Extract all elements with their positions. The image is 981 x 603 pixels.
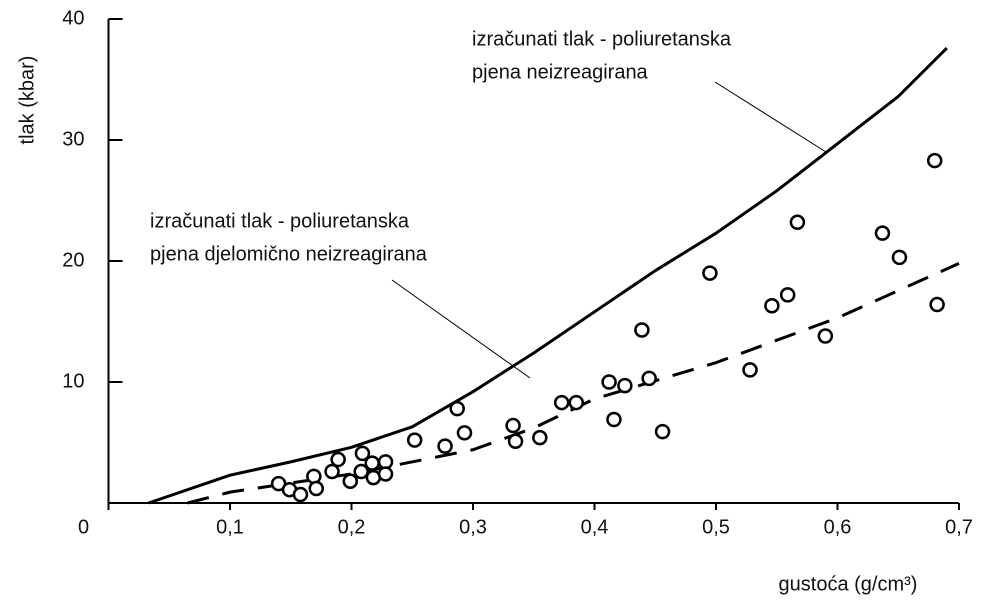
leader-line <box>714 81 827 153</box>
data-point <box>532 429 548 446</box>
solid-curve <box>148 46 948 505</box>
data-point <box>891 249 908 266</box>
data-point <box>742 362 758 378</box>
y-tick-label: 20 <box>62 249 84 271</box>
x-tick-label: 0 <box>78 516 89 538</box>
data-point <box>354 445 371 462</box>
data-point <box>641 370 657 387</box>
data-point <box>789 214 806 231</box>
data-point <box>779 287 796 303</box>
data-point <box>874 225 891 241</box>
data-point <box>702 265 718 281</box>
data-point <box>505 417 521 434</box>
data-point <box>330 451 346 468</box>
y-tick-label: 10 <box>62 370 84 392</box>
annotation: izračunati tlak - poliuretanska <box>472 28 732 50</box>
leader-line <box>391 279 531 379</box>
x-tick-label: 0,3 <box>459 516 487 538</box>
data-point <box>292 486 309 503</box>
dashed-curve <box>187 262 960 505</box>
x-tick-label: 0,1 <box>216 516 244 538</box>
data-point <box>654 423 671 440</box>
annotation: pjena djelomično neizreagirana <box>150 243 428 265</box>
x-tick-label: 0,6 <box>824 516 852 538</box>
data-point <box>377 466 394 482</box>
data-point <box>456 425 473 441</box>
annotation: izračunati tlak - poliuretanska <box>150 210 410 232</box>
data-point <box>617 377 633 394</box>
data-point <box>306 468 322 485</box>
x-tick-label: 0,4 <box>581 516 609 538</box>
annotation: pjena neizreagirana <box>472 61 649 83</box>
data-point <box>437 438 453 454</box>
data-point <box>764 298 780 314</box>
x-axis-label: gustoća (g/cm³) <box>779 573 918 595</box>
data-point <box>568 394 585 411</box>
data-point <box>449 400 465 417</box>
x-tick-label: 0,7 <box>945 516 973 538</box>
data-point <box>817 328 834 344</box>
x-tick-label: 0,2 <box>338 516 366 538</box>
y-tick-label: 30 <box>62 128 84 150</box>
data-point <box>364 455 380 471</box>
data-point <box>606 411 622 428</box>
y-axis-label: tlak (kbar) <box>16 56 38 145</box>
data-point <box>507 433 524 450</box>
x-tick-label: 0,5 <box>702 516 730 538</box>
data-point <box>406 432 423 448</box>
data-point <box>601 374 617 390</box>
data-point <box>308 480 325 497</box>
data-point <box>342 473 359 489</box>
data-point <box>553 394 570 411</box>
y-tick-label: 40 <box>62 7 84 29</box>
data-point <box>634 322 650 338</box>
data-point <box>929 296 945 313</box>
data-point <box>324 463 340 480</box>
data-point <box>353 463 369 480</box>
data-point <box>926 152 943 169</box>
